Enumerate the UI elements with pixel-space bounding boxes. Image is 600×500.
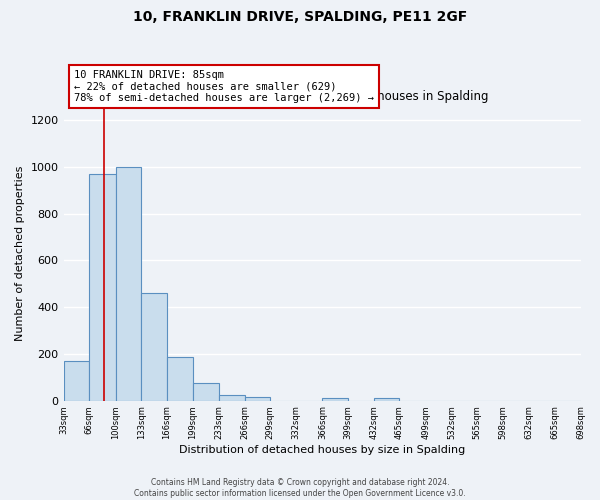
Text: 10, FRANKLIN DRIVE, SPALDING, PE11 2GF: 10, FRANKLIN DRIVE, SPALDING, PE11 2GF	[133, 10, 467, 24]
Bar	[245, 397, 271, 400]
Bar	[141, 293, 167, 401]
Bar	[374, 398, 400, 400]
Bar	[167, 358, 193, 401]
X-axis label: Distribution of detached houses by size in Spalding: Distribution of detached houses by size …	[179, 445, 465, 455]
Bar	[193, 383, 219, 400]
Y-axis label: Number of detached properties: Number of detached properties	[15, 166, 25, 341]
Text: Contains HM Land Registry data © Crown copyright and database right 2024.
Contai: Contains HM Land Registry data © Crown c…	[134, 478, 466, 498]
Bar	[116, 167, 141, 400]
Bar	[89, 174, 116, 400]
Title: Size of property relative to detached houses in Spalding: Size of property relative to detached ho…	[156, 90, 488, 104]
Bar	[64, 361, 89, 401]
Bar	[219, 394, 245, 400]
Text: 10 FRANKLIN DRIVE: 85sqm
← 22% of detached houses are smaller (629)
78% of semi-: 10 FRANKLIN DRIVE: 85sqm ← 22% of detach…	[74, 70, 374, 103]
Bar	[322, 398, 348, 400]
